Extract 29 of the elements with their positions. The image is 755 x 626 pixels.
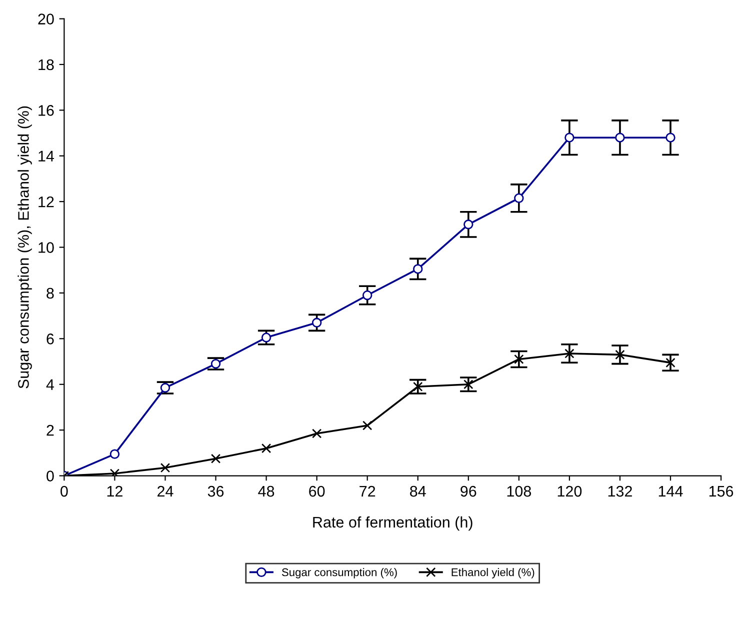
x-tick-label: 60	[309, 486, 325, 497]
y-tick-label: 6	[46, 334, 54, 344]
legend-label: Sugar consumption (%)	[282, 568, 397, 578]
x-tick-label: 72	[360, 486, 376, 497]
y-tick-label: 0	[46, 470, 54, 482]
x-tick-label: 132	[608, 486, 632, 497]
x-tick-label: 24	[158, 486, 174, 497]
y-tick-label: 4	[46, 379, 54, 390]
y-tick-label: 8	[46, 288, 54, 299]
y-tick-label: 12	[38, 196, 54, 208]
y-tick-label: 10	[38, 242, 54, 253]
x-axis-title: Rate of fermentation (h)	[313, 516, 472, 531]
x-tick-label: 96	[460, 486, 476, 497]
x-tick-label: 156	[709, 486, 734, 497]
y-tick-label: 14	[38, 150, 54, 162]
y-tick-label: 20	[38, 14, 54, 24]
x-tick-label: 120	[558, 486, 582, 497]
x-tick-label: 84	[410, 486, 426, 497]
x-tick-label: 0	[60, 486, 68, 497]
x-tick-label: 144	[658, 486, 683, 497]
y-tick-label: 18	[38, 59, 54, 70]
x-tick-label: 108	[507, 486, 531, 497]
x-tick-label: 36	[208, 486, 224, 497]
y-axis-title: Sugar consumption (%), Ethanol yield (%)	[18, 106, 32, 388]
y-tick-label: 16	[38, 105, 54, 116]
y-tick-label: 2	[46, 424, 54, 436]
legend-label: Ethanol yield (%)	[452, 568, 534, 578]
x-tick-label: 12	[107, 486, 122, 497]
x-tick-label: 48	[258, 486, 274, 497]
